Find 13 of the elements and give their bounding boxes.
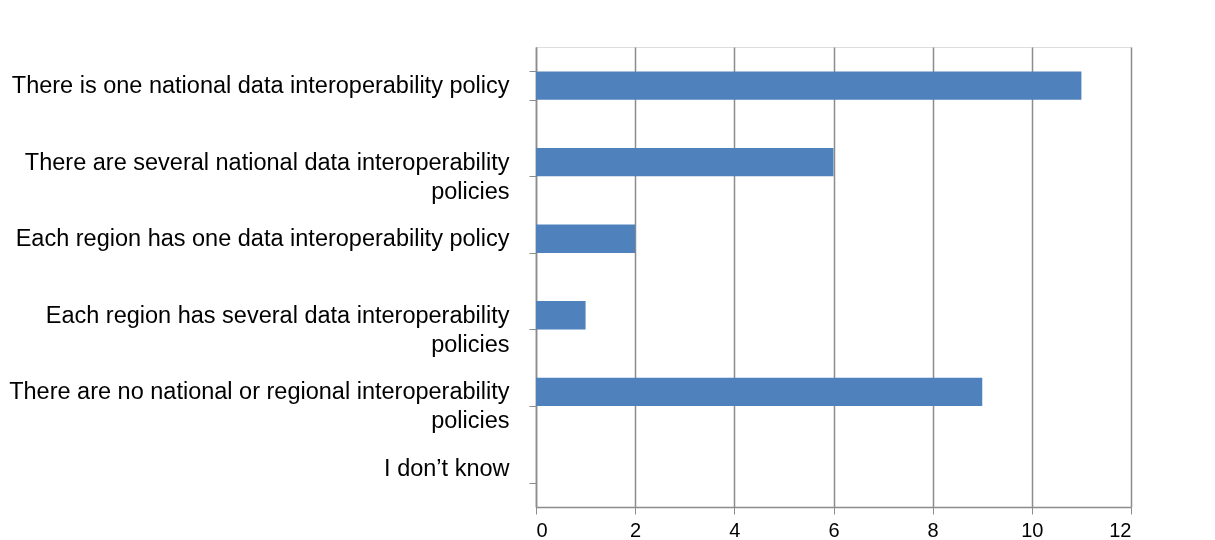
x-tick-label: 2 (630, 518, 642, 540)
y-tick-label: I don’t know (384, 454, 511, 481)
x-tick-label: 8 (927, 518, 939, 540)
x-tick-label: 12 (1109, 518, 1132, 540)
x-tick-label: 0 (536, 518, 548, 540)
y-tick-label: There are no national or regional interoperability policies (9, 378, 510, 434)
x-tick-label: 6 (828, 518, 840, 540)
y-tick-label: There is one national data interoperability policy (11, 72, 510, 99)
y-tick-label: Each region has one data interoperability policy (15, 225, 510, 252)
y-tick-label: Each region has several data interoperability policies (45, 301, 510, 357)
x-tick-label: 10 (1021, 518, 1044, 540)
y-tick-label: There are several national data interoperability policies (24, 148, 510, 204)
x-tick-label: 4 (729, 518, 741, 540)
